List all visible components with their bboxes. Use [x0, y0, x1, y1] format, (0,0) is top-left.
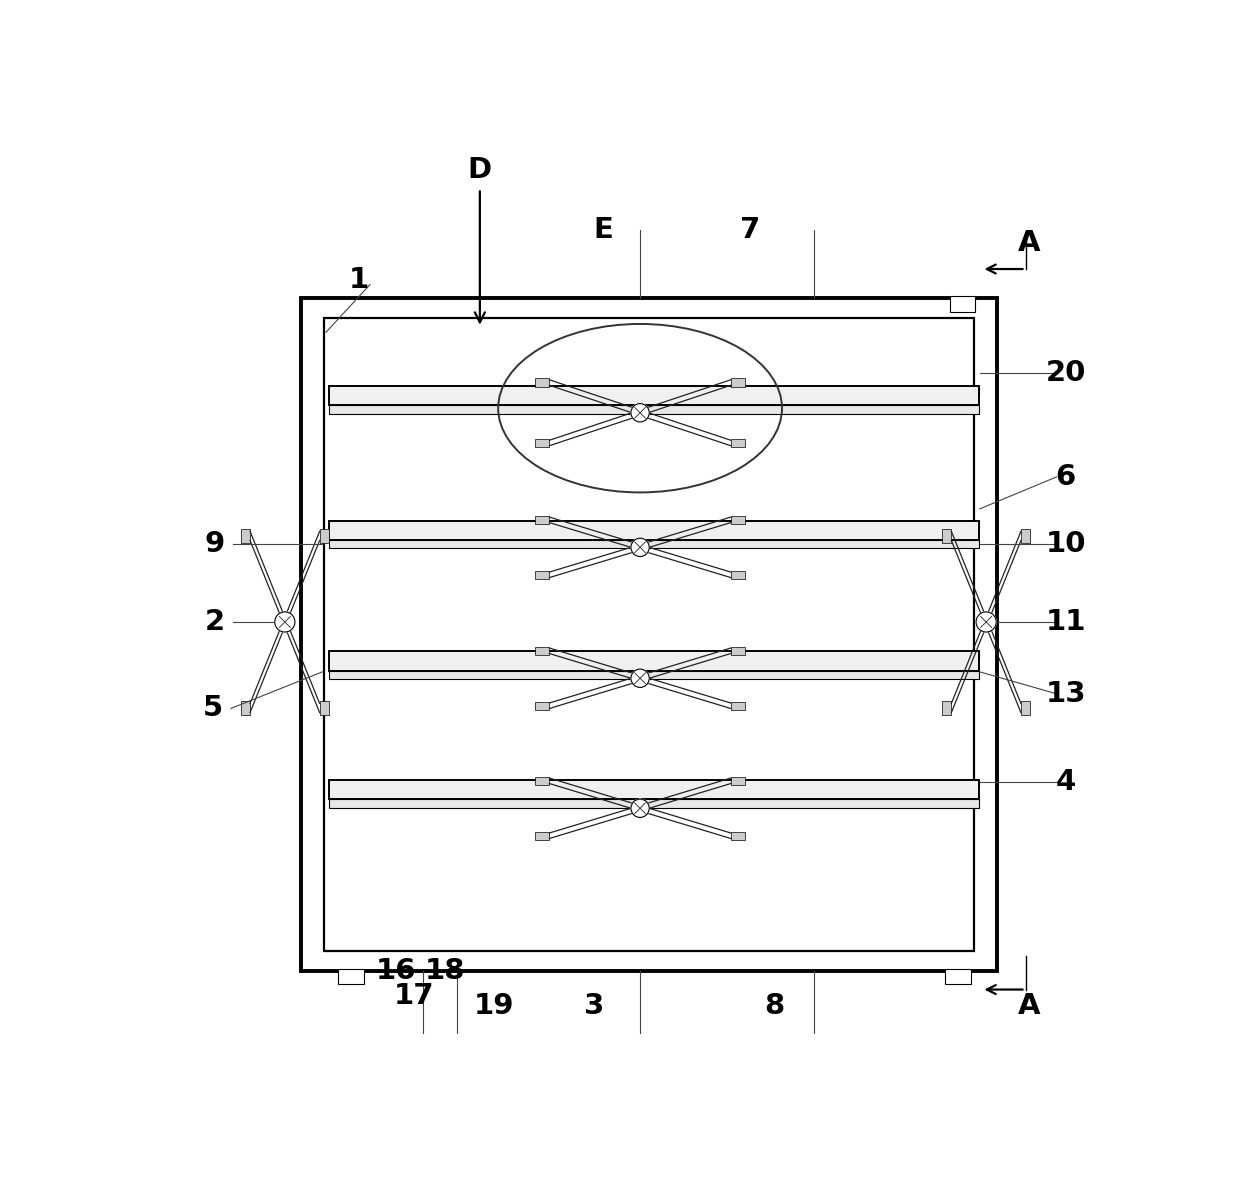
Bar — [534, 571, 549, 579]
Text: 17: 17 — [393, 982, 434, 1009]
Bar — [329, 799, 978, 807]
Bar — [950, 296, 975, 312]
Circle shape — [631, 669, 650, 687]
Bar — [730, 571, 745, 579]
Text: 9: 9 — [205, 529, 224, 558]
Bar — [329, 652, 978, 671]
Circle shape — [976, 612, 996, 633]
Text: 10: 10 — [1045, 529, 1086, 558]
Bar — [942, 702, 951, 715]
Circle shape — [631, 799, 650, 817]
Bar — [329, 540, 978, 548]
Bar — [320, 529, 329, 542]
Text: 19: 19 — [474, 992, 513, 1020]
Bar — [730, 702, 745, 710]
Text: 11: 11 — [1045, 608, 1086, 635]
Bar — [730, 516, 745, 524]
Bar — [534, 831, 549, 839]
Text: D: D — [467, 156, 492, 184]
Bar — [730, 647, 745, 655]
Bar — [241, 702, 250, 715]
Text: 13: 13 — [1045, 680, 1086, 707]
Text: 5: 5 — [202, 694, 223, 723]
Bar — [301, 298, 997, 971]
Bar — [534, 378, 549, 386]
Bar — [534, 647, 549, 655]
Bar — [329, 780, 978, 788]
Bar — [730, 776, 745, 785]
Text: 2: 2 — [205, 608, 224, 635]
Bar — [241, 529, 250, 542]
Text: E: E — [594, 215, 614, 244]
Bar — [945, 969, 971, 984]
Bar — [534, 776, 549, 785]
Bar — [329, 521, 978, 540]
Bar — [320, 702, 329, 715]
Bar — [534, 702, 549, 710]
Bar — [329, 780, 978, 799]
Bar — [324, 319, 975, 951]
Bar — [329, 671, 978, 679]
Text: 16: 16 — [376, 957, 415, 986]
Circle shape — [275, 612, 295, 633]
Text: A: A — [1018, 229, 1040, 257]
Bar — [329, 386, 978, 405]
Bar — [1021, 702, 1030, 715]
Text: 18: 18 — [425, 957, 465, 986]
Bar — [329, 405, 978, 414]
Text: 4: 4 — [1055, 768, 1076, 795]
Text: 3: 3 — [584, 992, 604, 1020]
Bar — [329, 652, 978, 660]
Bar — [329, 386, 978, 395]
Circle shape — [631, 403, 650, 422]
Circle shape — [631, 539, 650, 556]
Text: 8: 8 — [765, 992, 785, 1020]
Bar — [730, 831, 745, 839]
Text: A: A — [1018, 992, 1040, 1020]
Text: 1: 1 — [348, 266, 370, 294]
Bar — [730, 378, 745, 386]
Bar — [730, 439, 745, 447]
Bar — [329, 521, 978, 529]
Text: 20: 20 — [1045, 359, 1086, 388]
Bar — [534, 516, 549, 524]
Bar — [942, 529, 951, 542]
Bar — [534, 439, 549, 447]
Text: 7: 7 — [740, 215, 760, 244]
Bar — [1021, 529, 1030, 542]
Bar — [339, 969, 363, 984]
Text: 6: 6 — [1055, 463, 1076, 491]
